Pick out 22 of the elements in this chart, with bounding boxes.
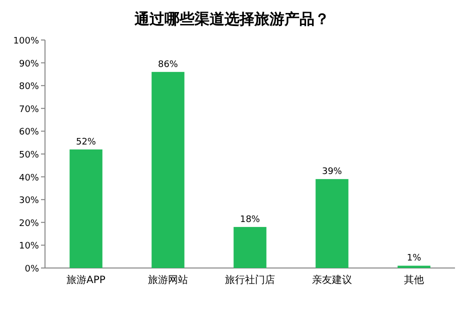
y-tick-label: 10% — [18, 242, 40, 252]
title: 通过哪些渠道选择旅游产品？ — [134, 10, 330, 28]
y-tick-label: 50% — [18, 150, 40, 160]
y-tick-label: 40% — [18, 173, 40, 184]
y-tick-label: 0% — [24, 264, 40, 274]
x-tick-label: 其他 — [404, 274, 424, 286]
y-tick-label: 90% — [18, 59, 40, 70]
data-label: 52% — [76, 137, 96, 148]
y-tick-label: 60% — [18, 128, 40, 138]
x-tick-label: 旅行社门店 — [225, 274, 275, 286]
x-tick-label: 亲友建议 — [312, 274, 352, 286]
data-label: 18% — [240, 214, 260, 225]
data-label: 86% — [158, 60, 178, 70]
x-tick-label: 旅游网站 — [148, 274, 188, 286]
y-tick-label: 80% — [18, 82, 40, 92]
y-tick-label: 30% — [18, 196, 40, 206]
y-tick-label: 20% — [18, 218, 40, 229]
x-tick-label: 旅游APP — [66, 274, 106, 286]
y-tick-label: 70% — [18, 104, 40, 115]
data-label: 1% — [406, 254, 422, 264]
y-tick-label: 100% — [13, 36, 40, 46]
data-label: 39% — [322, 167, 342, 178]
